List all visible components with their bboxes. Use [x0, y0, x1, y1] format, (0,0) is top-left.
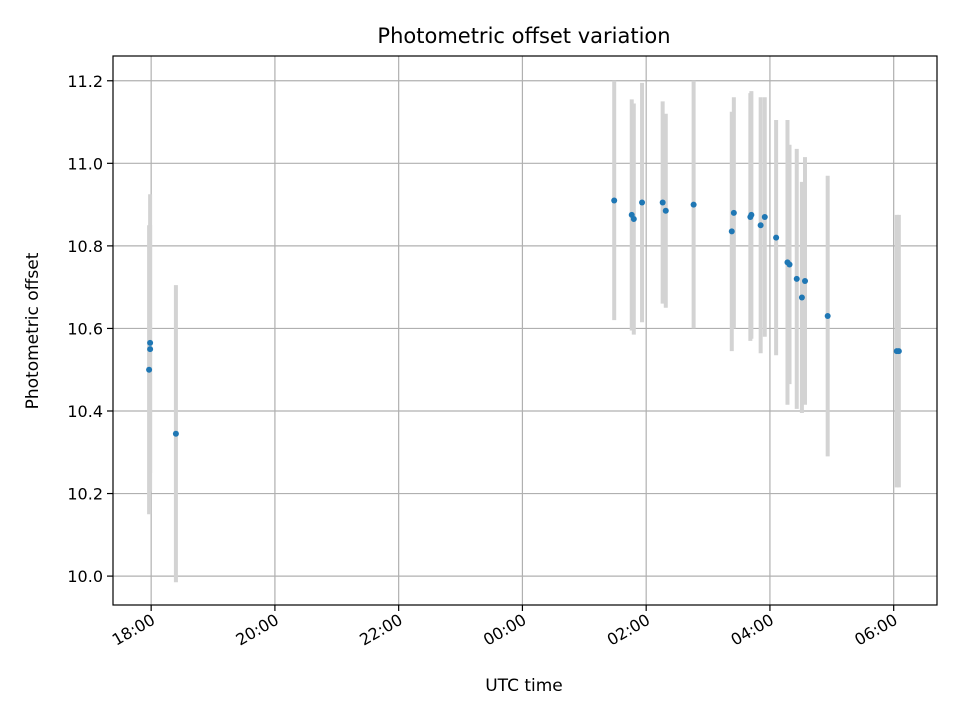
data-point	[773, 234, 780, 241]
data-point	[895, 348, 902, 355]
data-point	[147, 339, 154, 346]
data-point	[786, 261, 793, 268]
x-tick-label: 18:00	[109, 610, 158, 650]
y-axis-label: Photometric offset	[23, 252, 43, 409]
y-tick-label: 10.0	[67, 567, 103, 586]
x-tick-label: 22:00	[356, 610, 405, 650]
x-axis: 18:00 20:00 22:00 00:00 02:00 04:00 06:00	[109, 605, 901, 650]
data-point	[801, 277, 808, 284]
data-point	[748, 211, 755, 218]
data-point	[798, 294, 805, 301]
y-axis: 10.0 10.2 10.4 10.6 10.8 11.0 11.2	[67, 72, 113, 586]
error-bar-layer	[147, 80, 901, 583]
x-tick-label: 06:00	[851, 610, 900, 650]
data-point	[639, 199, 646, 206]
y-tick-label: 10.2	[67, 485, 103, 504]
chart-title: Photometric offset variation	[377, 24, 670, 48]
point-layer	[146, 197, 902, 437]
data-point	[659, 199, 666, 206]
y-tick-label: 10.6	[67, 319, 103, 338]
x-tick-label: 04:00	[727, 610, 776, 650]
y-tick-label: 11.2	[67, 72, 103, 91]
data-point	[761, 213, 768, 220]
data-point	[824, 313, 831, 320]
data-point	[793, 275, 800, 282]
grid-layer	[113, 56, 937, 605]
plot-frame	[112, 55, 938, 606]
data-point	[147, 346, 154, 353]
data-point	[630, 216, 637, 223]
data-point	[730, 209, 737, 216]
y-tick-label: 10.8	[67, 237, 103, 256]
x-tick-label: 20:00	[232, 610, 281, 650]
data-point	[611, 197, 618, 204]
x-tick-label: 02:00	[604, 610, 653, 650]
x-tick-label: 00:00	[480, 610, 529, 650]
data-point	[690, 201, 697, 208]
data-point	[146, 366, 153, 373]
y-tick-label: 10.4	[67, 402, 103, 421]
data-point	[172, 430, 179, 437]
data-point	[662, 207, 669, 214]
y-tick-label: 11.0	[67, 154, 103, 173]
x-axis-label: UTC time	[485, 676, 563, 696]
data-point	[757, 222, 764, 229]
data-point	[728, 228, 735, 235]
